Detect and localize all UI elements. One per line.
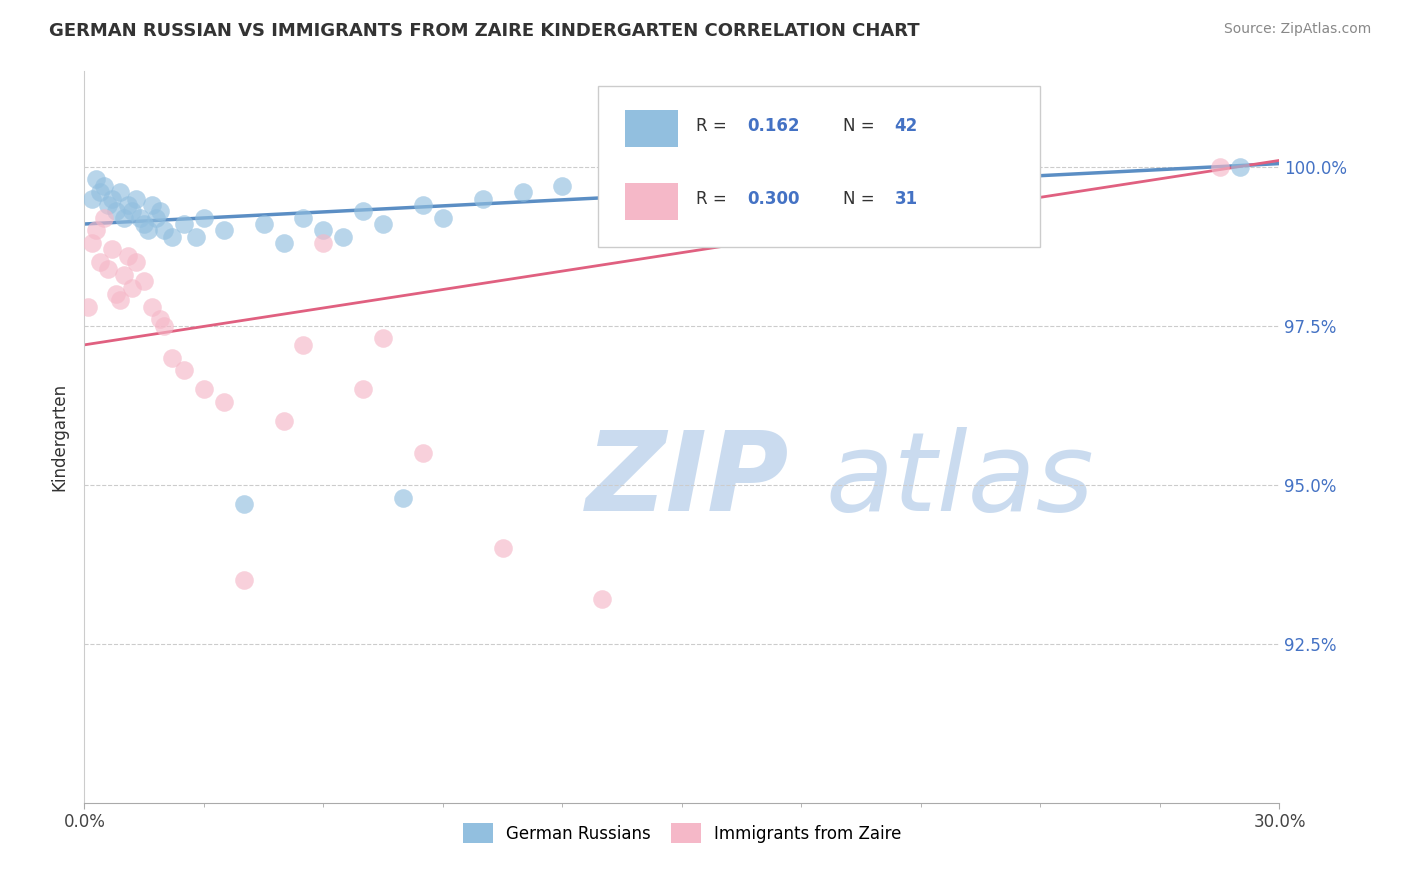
Point [273,236,295,251]
Point [149,312,172,326]
Point [471,192,494,206]
Point [173,217,195,231]
Point [352,204,374,219]
Point [332,229,354,244]
Point [412,198,434,212]
Point [97,261,120,276]
Point [77,300,100,314]
Point [312,236,335,251]
Point [492,541,515,556]
Point [551,178,574,193]
Point [117,249,139,263]
Point [101,243,124,257]
Point [160,229,183,244]
Text: R =: R = [696,190,733,209]
Text: 0.300: 0.300 [748,190,800,209]
Point [153,223,176,237]
Point [121,280,143,294]
Point [89,255,111,269]
FancyBboxPatch shape [624,183,678,219]
Point [110,293,132,308]
Point [141,300,163,314]
Text: 0.162: 0.162 [748,117,800,136]
Point [232,497,254,511]
Text: N =: N = [844,117,880,136]
Point [591,592,613,607]
Text: 31: 31 [894,190,918,209]
Point [253,217,276,231]
Point [870,185,893,199]
FancyBboxPatch shape [624,110,678,146]
Point [82,192,104,206]
Point [105,287,128,301]
Point [136,223,159,237]
Point [121,204,143,219]
Point [432,211,454,225]
Point [273,414,295,428]
Point [352,383,374,397]
Point [132,217,156,231]
Point [132,274,156,288]
Point [86,223,108,237]
Point [93,178,115,193]
Text: GERMAN RUSSIAN VS IMMIGRANTS FROM ZAIRE KINDERGARTEN CORRELATION CHART: GERMAN RUSSIAN VS IMMIGRANTS FROM ZAIRE … [49,22,920,40]
Point [373,331,395,345]
Point [101,192,124,206]
Point [710,192,733,206]
Point [153,318,176,333]
Text: atlas: atlas [825,427,1094,534]
Point [141,198,163,212]
Point [82,236,104,251]
Point [173,363,195,377]
Point [125,192,148,206]
Point [373,217,395,231]
Point [117,198,139,212]
Point [212,395,235,409]
Point [412,446,434,460]
Point [1209,160,1232,174]
Point [184,229,207,244]
Point [89,185,111,199]
Text: N =: N = [844,190,880,209]
Point [292,338,315,352]
Point [105,204,128,219]
Point [312,223,335,237]
Point [160,351,183,365]
Point [145,211,167,225]
Point [392,491,415,505]
Point [110,185,132,199]
Text: 42: 42 [894,117,918,136]
Text: R =: R = [696,117,733,136]
Point [112,211,135,225]
Point [212,223,235,237]
Text: ZIP: ZIP [586,427,790,534]
Point [86,172,108,186]
FancyBboxPatch shape [599,86,1040,247]
Point [1229,160,1251,174]
Point [149,204,172,219]
Point [125,255,148,269]
Text: Source: ZipAtlas.com: Source: ZipAtlas.com [1223,22,1371,37]
Point [193,383,215,397]
Point [112,268,135,282]
Point [97,198,120,212]
Y-axis label: Kindergarten: Kindergarten [51,383,69,491]
Point [631,172,654,186]
Point [512,185,534,199]
Legend: German Russians, Immigrants from Zaire: German Russians, Immigrants from Zaire [456,817,908,849]
Point [292,211,315,225]
Point [193,211,215,225]
Point [232,573,254,587]
Point [93,211,115,225]
Point [129,211,152,225]
